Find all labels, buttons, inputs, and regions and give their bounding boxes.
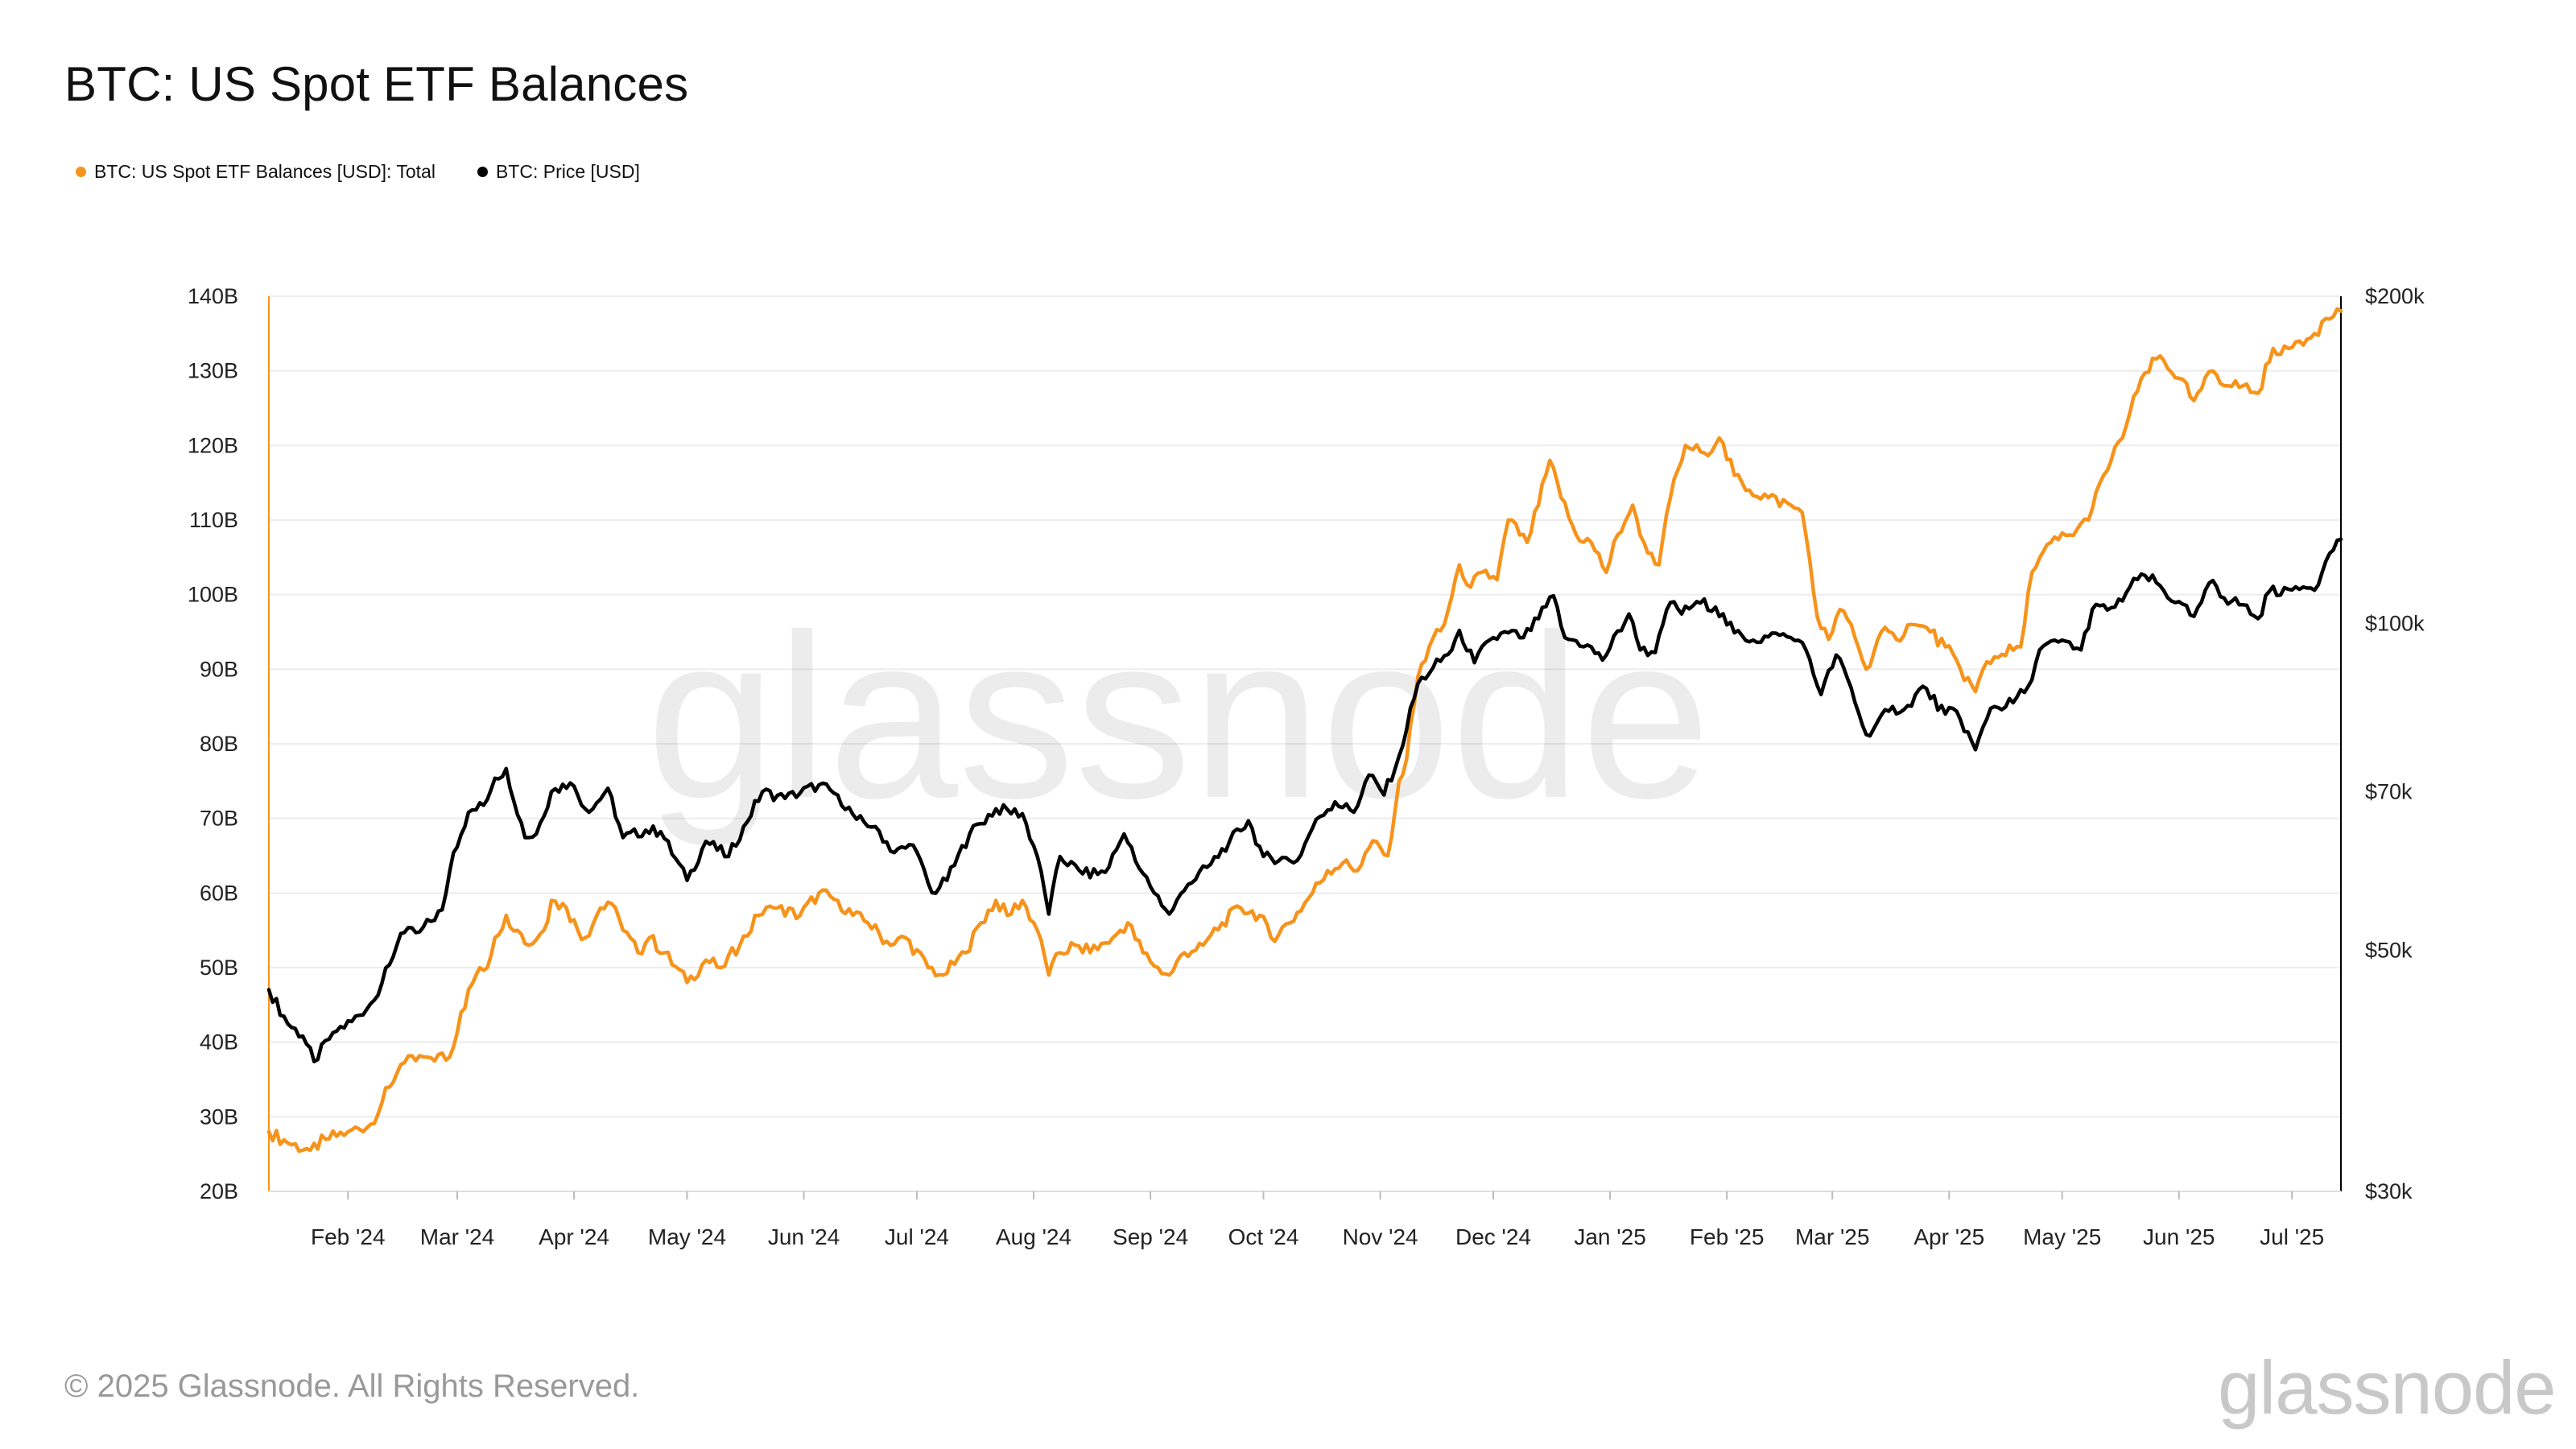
- y-right-tick-label: $30k: [2365, 1179, 2413, 1203]
- x-tick-label: Apr '25: [1913, 1224, 1984, 1249]
- x-tick-label: Jul '24: [885, 1224, 949, 1249]
- y-left-tick-label: 30B: [200, 1104, 238, 1129]
- legend-item-btc-price[interactable]: BTC: Price [USD]: [477, 161, 640, 183]
- legend-label-etf-balances: BTC: US Spot ETF Balances [USD]: Total: [94, 161, 436, 182]
- x-tick-label: Feb '25: [1690, 1224, 1765, 1249]
- x-tick-label: Dec '24: [1455, 1224, 1531, 1249]
- y-left-tick-label: 120B: [188, 433, 238, 457]
- y-left-tick-label: 130B: [188, 359, 238, 383]
- y-left-tick-label: 110B: [189, 508, 238, 532]
- x-tick-label: Mar '24: [420, 1224, 495, 1249]
- y-left-tick-label: 60B: [200, 881, 238, 905]
- x-tick-label: Sep '24: [1113, 1224, 1188, 1249]
- x-tick-label: Jan '25: [1574, 1224, 1645, 1249]
- copyright-text: © 2025 Glassnode. All Rights Reserved.: [64, 1368, 640, 1404]
- y-right-tick-label: $70k: [2365, 779, 2413, 803]
- y-left-tick-label: 140B: [188, 284, 238, 308]
- legend-label-btc-price: BTC: Price [USD]: [495, 161, 640, 182]
- y-left-tick-label: 50B: [200, 956, 238, 980]
- x-tick-label: Apr '24: [539, 1224, 609, 1249]
- y-left-tick-label: 80B: [200, 732, 238, 756]
- x-tick-label: Nov '24: [1343, 1224, 1418, 1249]
- legend-swatch-btc-price: [477, 167, 488, 177]
- watermark-text: glassnode: [646, 586, 1711, 848]
- x-tick-label: Jun '24: [768, 1224, 840, 1249]
- x-tick-label: Aug '24: [996, 1224, 1071, 1249]
- chart-legend: BTC: US Spot ETF Balances [USD]: Total B…: [76, 161, 682, 183]
- chart-title: BTC: US Spot ETF Balances: [64, 57, 689, 111]
- x-tick-label: Mar '25: [1795, 1224, 1870, 1249]
- x-tick-label: Oct '24: [1228, 1224, 1299, 1249]
- y-left-tick-label: 40B: [200, 1030, 238, 1055]
- y-right-tick-label: $200k: [2365, 284, 2425, 308]
- x-tick-label: Feb '24: [311, 1224, 386, 1249]
- y-left-tick-label: 70B: [200, 807, 238, 831]
- y-right-tick-label: $50k: [2365, 939, 2413, 963]
- series-layer: [266, 307, 2343, 1154]
- x-tick-label: May '24: [648, 1224, 726, 1249]
- x-tick-label: May '25: [2023, 1224, 2101, 1249]
- y-right-tick-label: $100k: [2365, 611, 2425, 635]
- glassnode-logo[interactable]: glassnode: [2218, 1345, 2557, 1430]
- y-left-tick-label: 100B: [188, 583, 238, 607]
- x-tick-label: Jul '25: [2260, 1224, 2324, 1249]
- axis-layer: 20B 30B 40B 50B 60B 70B 80B 90B 100B 110B 120B 130B…: [188, 284, 2425, 1249]
- y-left-tick-label: 90B: [200, 657, 238, 681]
- series-line-etf-balances[interactable]: [266, 307, 2343, 1154]
- legend-item-etf-balances[interactable]: BTC: US Spot ETF Balances [USD]: Total: [76, 161, 436, 183]
- y-left-tick-label: 20B: [200, 1179, 238, 1203]
- x-tick-label: Jun '25: [2143, 1224, 2215, 1249]
- legend-swatch-etf-balances: [76, 167, 86, 177]
- series-line-btc-price[interactable]: [266, 537, 2343, 1063]
